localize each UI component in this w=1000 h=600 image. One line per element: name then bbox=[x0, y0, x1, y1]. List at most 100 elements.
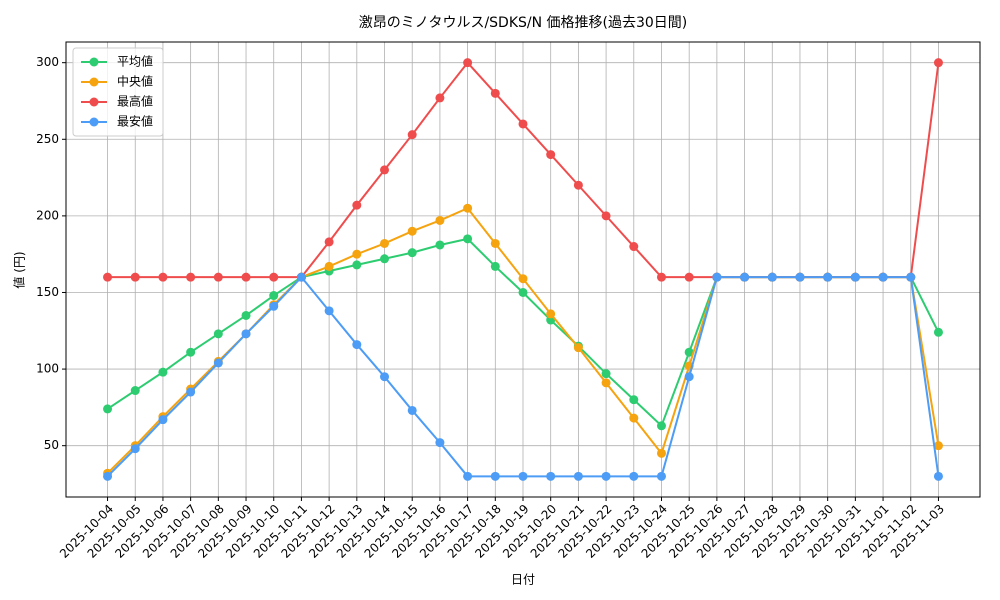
data-point bbox=[518, 119, 528, 129]
data-point bbox=[878, 272, 888, 282]
data-point bbox=[435, 93, 445, 103]
data-point bbox=[490, 238, 500, 248]
data-point bbox=[130, 386, 140, 396]
data-point bbox=[158, 415, 168, 425]
data-point bbox=[158, 367, 168, 377]
data-point bbox=[380, 165, 390, 175]
data-point bbox=[518, 274, 528, 284]
data-point bbox=[269, 301, 279, 311]
data-point bbox=[795, 272, 805, 282]
data-point bbox=[629, 395, 639, 405]
legend-label: 最高値 bbox=[117, 94, 153, 109]
data-point bbox=[823, 272, 833, 282]
data-point bbox=[684, 347, 694, 357]
data-point bbox=[158, 272, 168, 282]
y-tick-label: 250 bbox=[36, 132, 59, 146]
legend-label: 平均値 bbox=[117, 54, 153, 69]
data-point bbox=[352, 200, 362, 210]
data-point bbox=[629, 413, 639, 423]
data-point bbox=[573, 471, 583, 481]
legend-marker bbox=[89, 117, 99, 127]
data-point bbox=[546, 471, 556, 481]
legend-marker bbox=[89, 77, 99, 87]
y-tick-label: 150 bbox=[36, 285, 59, 299]
data-point bbox=[656, 448, 666, 458]
data-point bbox=[850, 272, 860, 282]
y-tick-label: 200 bbox=[36, 208, 59, 222]
data-point bbox=[186, 347, 196, 357]
data-point bbox=[213, 358, 223, 368]
data-point bbox=[518, 471, 528, 481]
data-point bbox=[269, 291, 279, 301]
data-point bbox=[380, 238, 390, 248]
x-axis-label: 日付 bbox=[511, 573, 535, 587]
data-point bbox=[407, 130, 417, 140]
data-point bbox=[324, 261, 334, 271]
data-point bbox=[573, 343, 583, 353]
data-point bbox=[629, 471, 639, 481]
y-axis-label: 値 (円) bbox=[12, 251, 27, 288]
data-point bbox=[656, 471, 666, 481]
legend-marker bbox=[89, 57, 99, 67]
legend-label: 最安値 bbox=[117, 114, 153, 129]
data-point bbox=[186, 387, 196, 397]
data-point bbox=[103, 272, 113, 282]
plot-frame bbox=[65, 41, 981, 498]
data-point bbox=[407, 248, 417, 258]
data-point bbox=[656, 421, 666, 431]
data-point bbox=[435, 215, 445, 225]
data-point bbox=[933, 471, 943, 481]
data-point bbox=[906, 272, 916, 282]
data-point bbox=[213, 272, 223, 282]
data-point bbox=[241, 329, 251, 339]
data-point bbox=[463, 234, 473, 244]
data-point bbox=[546, 309, 556, 319]
data-point bbox=[684, 372, 694, 382]
data-point bbox=[463, 58, 473, 68]
data-point bbox=[601, 211, 611, 221]
data-point bbox=[933, 327, 943, 337]
data-point bbox=[380, 254, 390, 264]
data-point bbox=[380, 372, 390, 382]
data-point bbox=[352, 340, 362, 350]
data-point bbox=[435, 438, 445, 448]
data-point bbox=[213, 329, 223, 339]
data-point bbox=[241, 272, 251, 282]
data-point bbox=[601, 471, 611, 481]
data-point bbox=[933, 58, 943, 68]
data-point bbox=[463, 203, 473, 213]
data-point bbox=[601, 369, 611, 379]
data-point bbox=[518, 287, 528, 297]
data-point bbox=[352, 249, 362, 259]
y-tick-label: 300 bbox=[36, 55, 59, 69]
data-point bbox=[740, 272, 750, 282]
data-point bbox=[324, 237, 334, 247]
data-point bbox=[103, 404, 113, 414]
data-point bbox=[352, 260, 362, 270]
legend-box bbox=[72, 47, 164, 137]
legend-marker bbox=[89, 97, 99, 107]
data-point bbox=[490, 88, 500, 98]
chart-title: 激昂のミノタウルス/SDKS/N 価格推移(過去30日間) bbox=[359, 14, 688, 31]
data-point bbox=[629, 242, 639, 252]
data-point bbox=[463, 471, 473, 481]
data-point bbox=[546, 150, 556, 160]
data-point bbox=[684, 272, 694, 282]
data-point bbox=[656, 272, 666, 282]
data-point bbox=[490, 471, 500, 481]
data-point bbox=[601, 378, 611, 388]
y-tick-label: 50 bbox=[44, 438, 59, 452]
data-point bbox=[241, 310, 251, 320]
data-point bbox=[933, 441, 943, 451]
data-point bbox=[767, 272, 777, 282]
data-point bbox=[407, 405, 417, 415]
data-point bbox=[130, 444, 140, 454]
data-point bbox=[130, 272, 140, 282]
data-point bbox=[186, 272, 196, 282]
data-point bbox=[490, 261, 500, 271]
data-point bbox=[324, 306, 334, 316]
data-point bbox=[269, 272, 279, 282]
data-point bbox=[103, 471, 113, 481]
legend-label: 中央値 bbox=[117, 74, 153, 89]
